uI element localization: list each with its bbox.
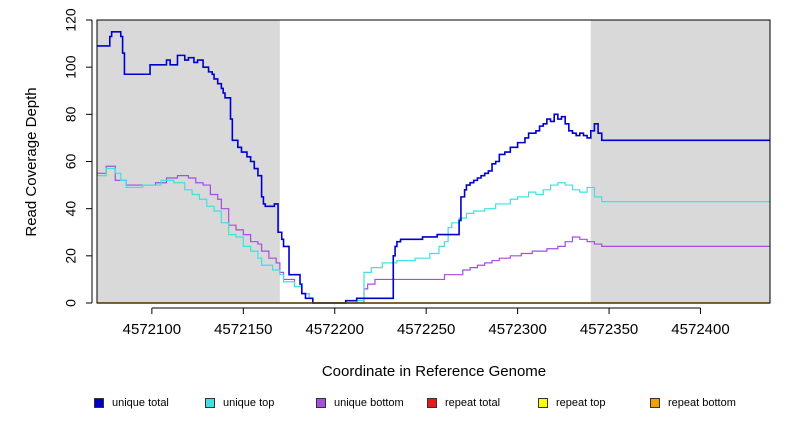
legend-label: unique total — [112, 397, 169, 409]
legend-label: unique bottom — [334, 397, 404, 409]
y-tick-label: 80 — [63, 106, 79, 122]
legend-swatch — [94, 398, 104, 408]
series-line-unique-top — [97, 167, 770, 304]
plot-frame — [96, 19, 771, 304]
x-tick-label: 4572250 — [397, 321, 455, 338]
legend-label: repeat bottom — [668, 397, 736, 409]
legend-item-repeat-bottom: repeat bottom — [650, 397, 736, 409]
x-tick-label: 4572100 — [123, 321, 181, 338]
y-tick-label: 120 — [63, 8, 79, 32]
x-tick-label: 4572300 — [488, 321, 546, 338]
x-tick-label: 4572150 — [214, 321, 272, 338]
legend-label: repeat top — [556, 397, 606, 409]
shaded-region-2 — [590, 20, 770, 303]
legend-swatch — [427, 398, 437, 408]
y-tick-label: 100 — [63, 55, 79, 79]
legend-swatch — [650, 398, 660, 408]
legend-label: repeat total — [445, 397, 501, 409]
y-tick-label: 0 — [63, 299, 79, 307]
legend-swatch — [316, 398, 326, 408]
x-axis: 4572100 4572150 4572200 4572250 4572300 45723… — [123, 307, 730, 338]
shaded-regions — [97, 20, 770, 303]
y-axis-label: Read Coverage Depth — [23, 87, 40, 236]
legend-item-unique-total: unique total — [94, 397, 169, 409]
legend-item-unique-top: unique top — [205, 397, 274, 409]
x-tick-label: 4572200 — [306, 321, 364, 338]
x-axis-label: Coordinate in Reference Genome — [322, 363, 546, 380]
legend-swatch — [205, 398, 215, 408]
y-tick-label: 20 — [63, 248, 79, 264]
legend-item-unique-bottom: unique bottom — [316, 397, 404, 409]
legend: unique total unique top unique bottom repea… — [0, 397, 792, 421]
y-tick-label: 60 — [63, 154, 79, 170]
y-axis: 0 20 40 60 80 100 120 — [63, 8, 93, 307]
x-tick-label: 4572350 — [580, 321, 638, 338]
legend-item-repeat-top: repeat top — [538, 397, 606, 409]
legend-swatch — [538, 398, 548, 408]
x-tick-label: 4572400 — [671, 321, 729, 338]
legend-label: unique top — [223, 397, 275, 409]
series-line-unique-total — [97, 30, 770, 304]
legend-item-repeat-total: repeat total — [427, 397, 500, 409]
shaded-region-1 — [97, 20, 280, 303]
y-tick-label: 40 — [63, 201, 79, 217]
